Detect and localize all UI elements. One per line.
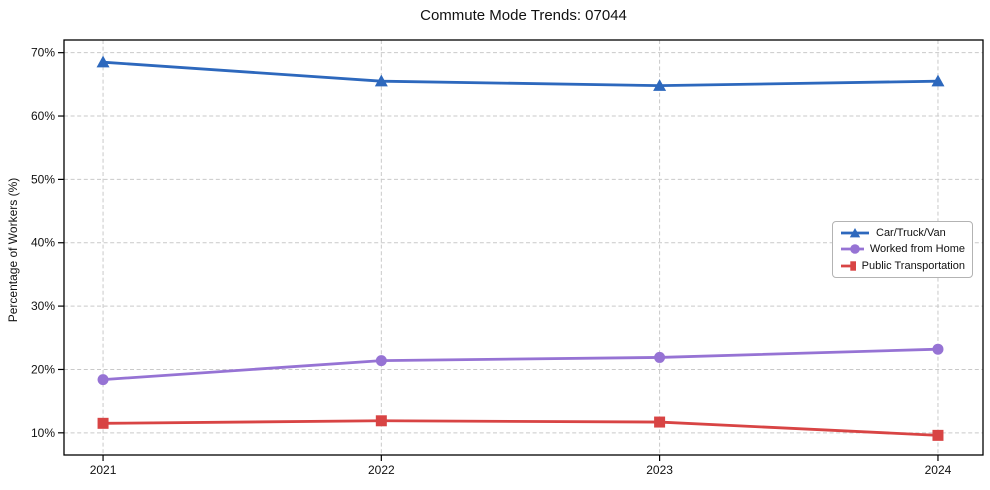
y-tick-label: 60% (31, 109, 55, 123)
series-public-transportation-marker-square (932, 429, 944, 441)
series-car-truck-van-line (101, 60, 940, 88)
legend-item-worked-from-home: Worked from Home (840, 242, 965, 256)
legend-label: Car/Truck/Van (876, 227, 946, 240)
plot-frame (63, 39, 984, 456)
x-tick-label: 2021 (90, 463, 117, 477)
legend-label: Public Transportation (861, 259, 965, 272)
y-tick-label: 70% (31, 46, 55, 60)
series-car-truck-van-marker-triangle (96, 55, 110, 68)
series-public-transportation-line (101, 419, 940, 437)
y-tick-label: 50% (31, 172, 55, 186)
series-worked-from-home-marker-circle (375, 355, 387, 367)
series-car-truck-van-marker-triangle (374, 74, 388, 87)
series-public-transportation-marker-square (97, 417, 109, 429)
series-worked-from-home-marker-circle (97, 374, 109, 386)
legend-item-car-truck-van: Car/Truck/Van (840, 226, 965, 240)
x-tick-label: 2024 (925, 463, 952, 477)
legend-swatch-triangle-icon (841, 228, 869, 238)
series-worked-from-home-marker-circle (654, 351, 666, 363)
series-worked-from-home-line (101, 347, 940, 382)
y-tick-label: 30% (31, 299, 55, 313)
x-tick-label: 2022 (368, 463, 395, 477)
series-car-truck-van-marker-triangle (931, 74, 945, 87)
legend-swatch-square-icon (841, 261, 856, 271)
legend-item-public-transportation: Public Transportation (840, 259, 965, 273)
chart-title: Commute Mode Trends: 07044 (420, 7, 627, 24)
series-worked-from-home-marker-circle (932, 343, 944, 355)
x-tick-label: 2023 (646, 463, 673, 477)
legend-swatch-circle-icon (841, 244, 864, 255)
series-car-truck-van-marker-triangle (653, 79, 667, 91)
y-tick-label: 20% (31, 362, 55, 376)
legend-label: Worked from Home (869, 243, 965, 256)
legend: Car/Truck/Van Worked from Home Public Tran… (832, 221, 973, 278)
y-tick-label: 40% (31, 236, 55, 250)
series-public-transportation-marker-square (375, 415, 387, 427)
series-public-transportation-marker-square (654, 416, 666, 428)
y-tick-label: 10% (31, 426, 55, 440)
